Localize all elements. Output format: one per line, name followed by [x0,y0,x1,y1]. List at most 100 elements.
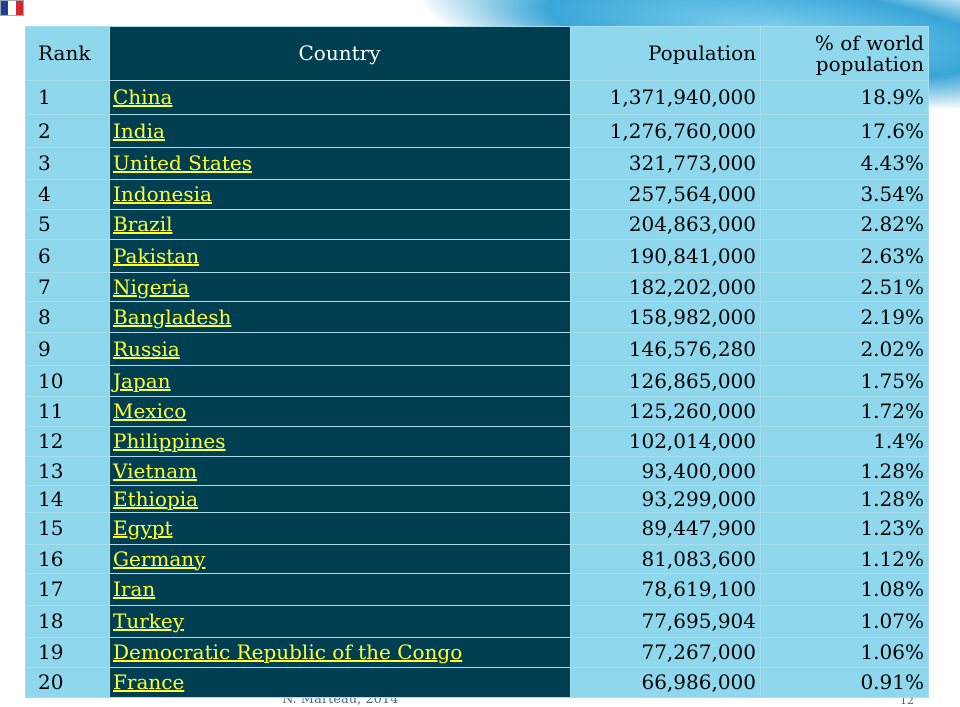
table-row: 18 Turkey 77,695,904 1.07% [25,605,929,638]
header-country: Country [109,26,571,81]
rank-cell: 17 [25,573,110,606]
header-row: Rank Country Population % of world popul… [25,26,929,81]
header-percent: % of world population [760,26,929,81]
table-row: 10 Japan 126,865,000 1.75% [25,365,929,397]
table-row: 12 Philippines 102,014,000 1.4% [25,426,929,457]
header-population: Population [570,26,761,81]
population-cell: 146,576,280 [570,332,761,366]
percent-cell: 1.28% [760,456,929,486]
country-cell: Egypt [109,512,571,545]
country-link[interactable]: Indonesia [113,182,212,206]
percent-cell: 1.08% [760,573,929,606]
country-link[interactable]: Iran [113,577,156,601]
rank-cell: 12 [25,426,110,457]
country-cell: Indonesia [109,179,571,210]
country-link[interactable]: Vietnam [113,458,198,483]
country-cell: Philippines [109,426,571,457]
population-cell: 190,841,000 [570,239,761,273]
rank-cell: 16 [25,544,110,574]
table-row: 20 France 66,986,000 0.91% [25,667,929,698]
country-link[interactable]: Brazil [113,212,173,236]
country-link[interactable]: Japan [113,368,171,393]
population-cell: 125,260,000 [570,396,761,427]
rank-cell: 11 [25,396,110,427]
country-link[interactable]: Egypt [113,516,173,540]
country-link[interactable]: Bangladesh [113,304,232,329]
percent-cell: 2.51% [760,272,929,302]
country-link[interactable]: Ethiopia [113,486,199,511]
table-row: 15 Egypt 89,447,900 1.23% [25,512,929,545]
rank-cell: 15 [25,512,110,545]
percent-cell: 2.19% [760,301,929,333]
population-cell: 126,865,000 [570,365,761,397]
population-cell: 1,371,940,000 [570,80,761,115]
country-link[interactable]: Russia [113,336,180,361]
table-row: 19 Democratic Republic of the Congo 77,267… [25,637,929,668]
country-cell: Nigeria [109,272,571,302]
country-cell: Vietnam [109,456,571,486]
country-link[interactable]: Philippines [113,429,226,453]
country-link[interactable]: Turkey [113,609,185,633]
population-cell: 257,564,000 [570,179,761,210]
country-cell: Iran [109,573,571,606]
header-rank: Rank [25,26,110,81]
country-link[interactable]: Democratic Republic of the Congo [113,640,463,664]
rank-cell: 14 [25,485,110,513]
rank-cell: 5 [25,209,110,240]
country-cell: Brazil [109,209,571,240]
rank-cell: 6 [25,239,110,273]
rank-cell: 13 [25,456,110,486]
country-cell: Turkey [109,605,571,638]
percent-cell: 1.12% [760,544,929,574]
rank-cell: 18 [25,605,110,638]
percent-cell: 18.9% [760,80,929,115]
country-link[interactable]: India [113,118,165,143]
country-cell: Japan [109,365,571,397]
country-cell: Germany [109,544,571,574]
country-link[interactable]: China [113,85,173,109]
table-row: 17 Iran 78,619,100 1.08% [25,573,929,606]
percent-cell: 2.63% [760,239,929,273]
percent-cell: 1.72% [760,396,929,427]
rank-cell: 2 [25,114,110,148]
country-link[interactable]: Mexico [113,399,187,423]
percent-cell: 1.4% [760,426,929,457]
rank-cell: 1 [25,80,110,115]
rank-cell: 8 [25,301,110,333]
table-row: 1 China 1,371,940,000 18.9% [25,80,929,115]
country-cell: France [109,667,571,698]
population-cell: 77,695,904 [570,605,761,638]
table-row: 8 Bangladesh 158,982,000 2.19% [25,301,929,333]
percent-cell: 1.23% [760,512,929,545]
population-cell: 77,267,000 [570,637,761,668]
country-cell: India [109,114,571,148]
percent-cell: 4.43% [760,147,929,180]
percent-cell: 1.75% [760,365,929,397]
table-row: 2 India 1,276,760,000 17.6% [25,114,929,148]
table-row: 5 Brazil 204,863,000 2.82% [25,209,929,240]
percent-cell: 0.91% [760,667,929,698]
rank-cell: 9 [25,332,110,366]
country-cell: Ethiopia [109,485,571,513]
country-link[interactable]: Nigeria [113,274,190,299]
country-link[interactable]: United States [113,151,252,175]
population-cell: 182,202,000 [570,272,761,302]
country-link[interactable]: Pakistan [113,243,200,268]
table-row: 16 Germany 81,083,600 1.12% [25,544,929,574]
rank-cell: 10 [25,365,110,397]
percent-cell: 3.54% [760,179,929,210]
country-cell: Russia [109,332,571,366]
french-flag-icon [0,0,24,16]
country-link[interactable]: France [113,670,185,694]
table-row: 6 Pakistan 190,841,000 2.63% [25,239,929,273]
population-cell: 78,619,100 [570,573,761,606]
percent-cell: 1.06% [760,637,929,668]
population-table: Rank Country Population % of world popul… [25,26,929,698]
table-row: 3 United States 321,773,000 4.43% [25,147,929,180]
population-cell: 89,447,900 [570,512,761,545]
country-cell: Democratic Republic of the Congo [109,637,571,668]
rank-cell: 20 [25,667,110,698]
country-cell: Bangladesh [109,301,571,333]
country-link[interactable]: Germany [113,546,206,571]
population-cell: 1,276,760,000 [570,114,761,148]
